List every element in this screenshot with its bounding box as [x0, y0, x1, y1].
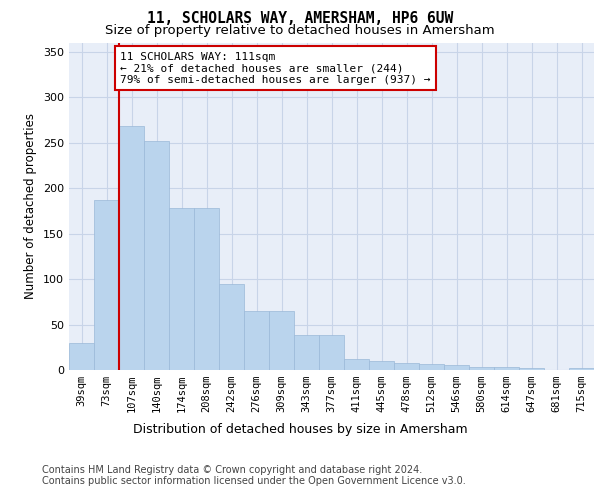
- Bar: [94, 200, 119, 370]
- Text: Distribution of detached houses by size in Amersham: Distribution of detached houses by size …: [133, 422, 467, 436]
- Bar: [319, 336, 344, 370]
- Text: Contains HM Land Registry data © Crown copyright and database right 2024.: Contains HM Land Registry data © Crown c…: [42, 465, 422, 475]
- Bar: [419, 364, 444, 370]
- Bar: [269, 311, 294, 370]
- Y-axis label: Number of detached properties: Number of detached properties: [25, 114, 37, 299]
- Bar: [119, 126, 144, 370]
- Bar: [344, 359, 369, 370]
- Bar: [219, 284, 244, 370]
- Bar: [144, 141, 169, 370]
- Bar: [244, 311, 269, 370]
- Bar: [494, 368, 519, 370]
- Bar: [294, 336, 319, 370]
- Text: Contains public sector information licensed under the Open Government Licence v3: Contains public sector information licen…: [42, 476, 466, 486]
- Bar: [194, 208, 219, 370]
- Bar: [519, 368, 544, 370]
- Text: Size of property relative to detached houses in Amersham: Size of property relative to detached ho…: [105, 24, 495, 37]
- Bar: [444, 366, 469, 370]
- Bar: [169, 208, 194, 370]
- Bar: [69, 342, 94, 370]
- Bar: [469, 368, 494, 370]
- Bar: [569, 368, 594, 370]
- Text: 11, SCHOLARS WAY, AMERSHAM, HP6 6UW: 11, SCHOLARS WAY, AMERSHAM, HP6 6UW: [147, 11, 453, 26]
- Bar: [394, 362, 419, 370]
- Bar: [369, 361, 394, 370]
- Text: 11 SCHOLARS WAY: 111sqm
← 21% of detached houses are smaller (244)
79% of semi-d: 11 SCHOLARS WAY: 111sqm ← 21% of detache…: [120, 52, 431, 85]
